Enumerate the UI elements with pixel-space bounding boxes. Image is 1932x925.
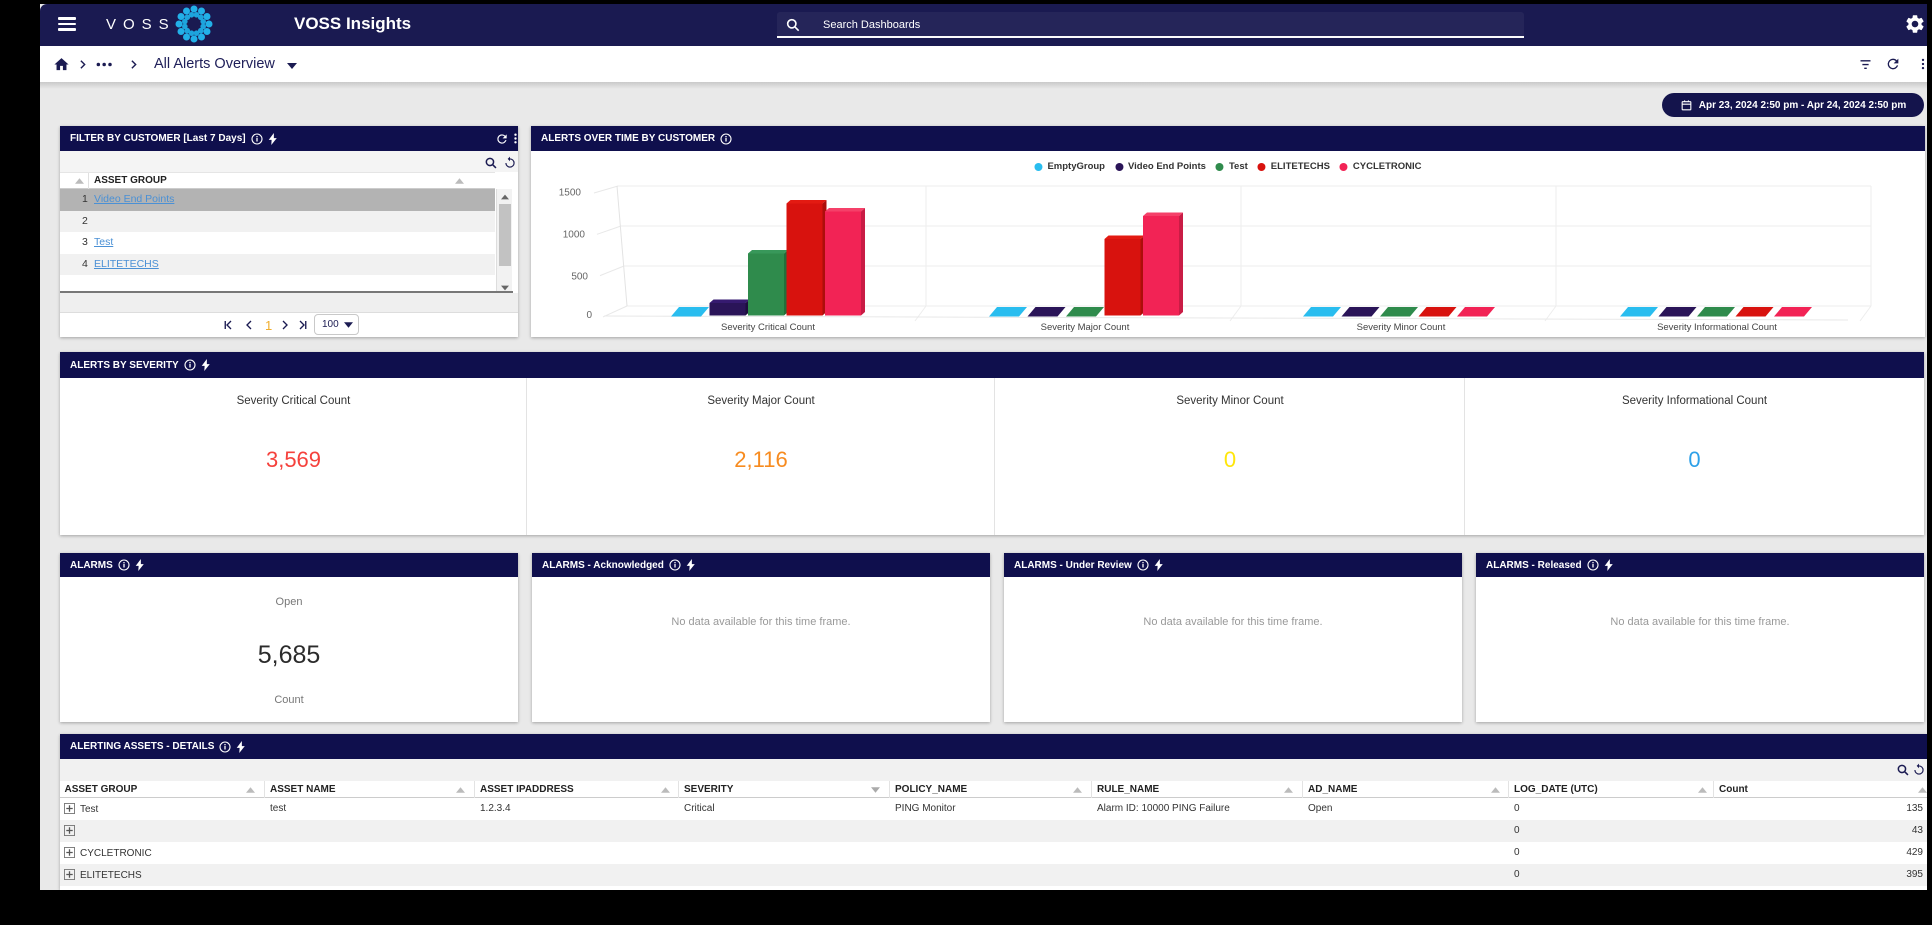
svg-text:Severity Informational Count: Severity Informational Count <box>1657 322 1777 333</box>
svg-text:Severity Major Count: Severity Major Count <box>1041 322 1130 333</box>
svg-text:500: 500 <box>571 272 588 283</box>
svg-text:1000: 1000 <box>563 230 586 241</box>
svg-text:1500: 1500 <box>559 188 582 199</box>
svg-text:Severity Critical Count: Severity Critical Count <box>721 322 815 333</box>
svg-text:0: 0 <box>586 310 592 321</box>
svg-text:Severity Minor Count: Severity Minor Count <box>1357 322 1446 333</box>
